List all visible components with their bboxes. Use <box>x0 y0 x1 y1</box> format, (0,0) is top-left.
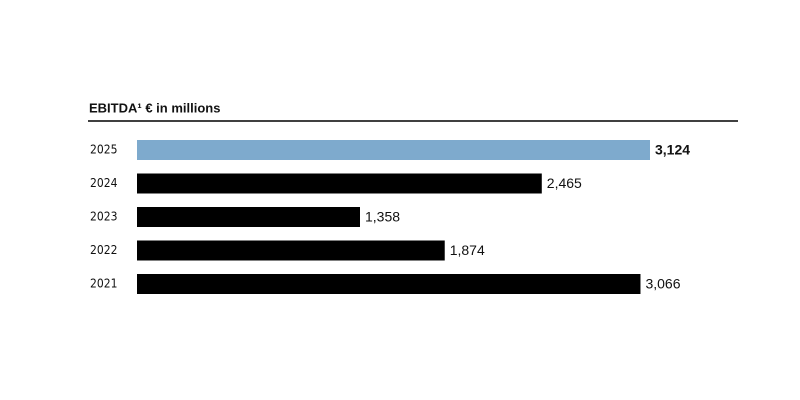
bar <box>137 207 361 227</box>
value-label: 3,066 <box>645 276 680 292</box>
y-tick-label: 2023 <box>90 210 117 224</box>
y-tick-label: 2024 <box>90 176 118 190</box>
value-label: 1,874 <box>450 242 485 258</box>
y-tick-label: 2022 <box>90 243 117 257</box>
bar <box>137 274 641 294</box>
value-label: 1,358 <box>365 209 400 225</box>
bar <box>137 140 650 160</box>
y-tick-label: 2021 <box>90 277 117 291</box>
value-label: 3,124 <box>655 142 690 158</box>
value-label: 2,465 <box>547 175 582 191</box>
bar <box>137 240 445 261</box>
chart-title: EBITDA¹ € in millions <box>89 100 220 115</box>
bar <box>137 173 542 194</box>
y-tick-label: 2025 <box>90 143 117 157</box>
